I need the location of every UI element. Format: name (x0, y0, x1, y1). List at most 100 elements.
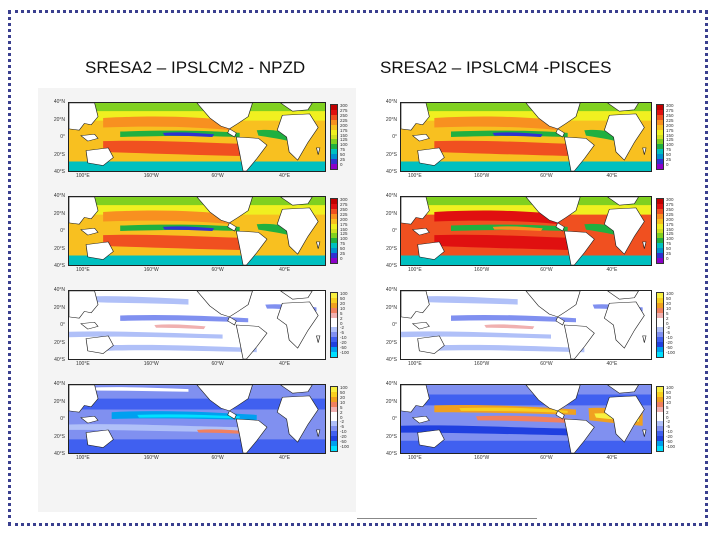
longitude-tick-label: 160°W (143, 455, 159, 461)
longitude-tick-label: 160°W (474, 361, 490, 367)
right-column-title: SRESA2 – IPSLCM4 -PISCES (380, 58, 612, 77)
longitude-tick-label: 100°E (408, 267, 422, 273)
colorbar-tick-label: 50 (666, 152, 672, 158)
footer-line (357, 518, 537, 519)
map-plot (400, 102, 652, 172)
colorbar-tick-label: 300 (340, 197, 348, 202)
colorbar-tick-label: 0 (666, 414, 669, 420)
latitude-tick-label: 0° (60, 134, 65, 140)
colorbar-tick-label: -10 (666, 429, 673, 435)
colorbar-tick-label: 0 (666, 256, 669, 262)
latitude-tick-label: 40°N (53, 193, 65, 199)
colorbar-tick-label: 275 (666, 107, 674, 113)
colorbar-tick-label: -20 (340, 434, 347, 440)
longitude-tick-label: 60°W (540, 455, 553, 461)
colorbar (330, 386, 338, 452)
latitude-tick-label: 0° (392, 134, 397, 140)
colorbar-tick-label: 225 (340, 211, 348, 217)
longitude-tick-label: 60°W (540, 267, 553, 273)
left-map-column: 40°N 20°N 0° 20°S 40°S 100°E 160°W 60°W 40°E 300 2… (38, 88, 356, 512)
latitude-tick-label: 20°N (53, 116, 65, 123)
colorbar-tick-label: 200 (666, 122, 674, 128)
longitude-tick-label: 40°E (279, 173, 291, 179)
right-map-2: 40°N 20°N 0° 20°S 40°S 100°E 160°W 60°W 40°E 300 2… (370, 182, 682, 274)
latitude-tick-label: 0° (392, 416, 397, 422)
latitude-tick-label: 20°N (53, 304, 65, 311)
colorbar-tick-label: -10 (666, 335, 673, 341)
latitude-tick-label: 20°S (386, 245, 397, 252)
colorbar-tick-label: -10 (340, 335, 347, 341)
map-plot (400, 196, 652, 266)
colorbar-tick-label: -2 (666, 419, 671, 425)
colorbar-tick-label: 50 (666, 295, 672, 301)
colorbar-tick-label: 2 (340, 315, 343, 321)
colorbar-tick-label: 10 (666, 305, 672, 311)
colorbar-tick-label: 125 (340, 231, 348, 237)
colorbar (656, 292, 664, 358)
latitude-tick-label: 40°S (386, 263, 397, 269)
longitude-tick-label: 60°W (540, 361, 553, 367)
longitude-tick-label: 100°E (76, 361, 90, 367)
colorbar-tick-label: 0 (340, 320, 343, 326)
left-map-1: 40°N 20°N 0° 20°S 40°S 100°E 160°W 60°W 40°E 300 2… (38, 88, 356, 180)
colorbar (330, 104, 338, 170)
longitude-tick-label: 100°E (76, 173, 90, 179)
colorbar-tick-label: 250 (666, 112, 674, 118)
colorbar-tick-label: 275 (340, 107, 348, 113)
colorbar-tick-label: 125 (666, 231, 674, 237)
colorbar-tick-label: 100 (340, 385, 348, 390)
colorbar-tick-label: 200 (340, 216, 348, 222)
colorbar (656, 198, 664, 264)
colorbar-tick-label: 50 (340, 152, 346, 158)
colorbar-tick-label: 300 (666, 103, 674, 108)
latitude-tick-label: 0° (60, 416, 65, 422)
latitude-tick-label: 20°N (385, 398, 397, 405)
longitude-tick-label: 40°E (606, 361, 618, 367)
latitude-tick-label: 20°N (53, 398, 65, 405)
latitude-tick-label: 40°N (385, 287, 397, 293)
colorbar-tick-label: 20 (666, 394, 672, 400)
colorbar-tick-label: 175 (666, 127, 674, 133)
colorbar (656, 386, 664, 452)
colorbar-tick-label: 20 (340, 300, 346, 306)
latitude-tick-label: 20°S (54, 151, 65, 158)
latitude-tick-label: 20°N (385, 116, 397, 123)
colorbar-tick-label: 100 (340, 236, 348, 242)
colorbar-tick-label: 25 (340, 157, 346, 163)
colorbar-tick-label: -20 (340, 340, 347, 346)
colorbar-tick-label: -5 (340, 424, 345, 430)
colorbar-tick-label: 300 (666, 197, 674, 202)
colorbar-tick-label: 150 (666, 132, 674, 138)
colorbar-tick-label: 5 (340, 310, 343, 316)
colorbar-tick-label: 225 (666, 117, 674, 123)
longitude-tick-label: 40°E (279, 455, 291, 461)
colorbar-tick-label: 10 (340, 305, 346, 311)
colorbar-tick-label: 2 (666, 315, 669, 321)
longitude-tick-label: 160°W (143, 361, 159, 367)
colorbar-tick-label: 5 (666, 404, 669, 410)
colorbar-tick-label: -20 (666, 340, 673, 346)
longitude-tick-label: 160°W (474, 455, 490, 461)
left-map-3: 40°N 20°N 0° 20°S 40°S 100°E 160°W 60°W 40°E 100 5… (38, 276, 356, 368)
colorbar-tick-label: 25 (666, 157, 672, 163)
longitude-tick-label: 100°E (76, 455, 90, 461)
latitude-tick-label: 20°S (54, 433, 65, 440)
longitude-tick-label: 60°W (540, 173, 553, 179)
longitude-tick-label: 100°E (408, 455, 422, 461)
map-plot (68, 196, 326, 266)
colorbar-tick-label: 25 (666, 251, 672, 257)
colorbar-tick-label: 75 (340, 241, 346, 247)
colorbar-tick-label: -50 (666, 345, 673, 351)
colorbar-tick-label: 125 (666, 137, 674, 143)
colorbar-tick-label: 150 (666, 226, 674, 232)
latitude-tick-label: 40°S (386, 169, 397, 175)
left-column-title: SRESA2 – IPSLCM2 - NPZD (85, 58, 306, 77)
colorbar-tick-label: -5 (340, 330, 345, 336)
longitude-tick-label: 40°E (279, 361, 291, 367)
colorbar-tick-label: -10 (340, 429, 347, 435)
colorbar-tick-label: 100 (666, 385, 674, 390)
colorbar-tick-label: 50 (340, 246, 346, 252)
latitude-tick-label: 20°S (54, 245, 65, 252)
latitude-tick-label: 0° (392, 322, 397, 328)
colorbar-tick-label: 50 (666, 389, 672, 395)
